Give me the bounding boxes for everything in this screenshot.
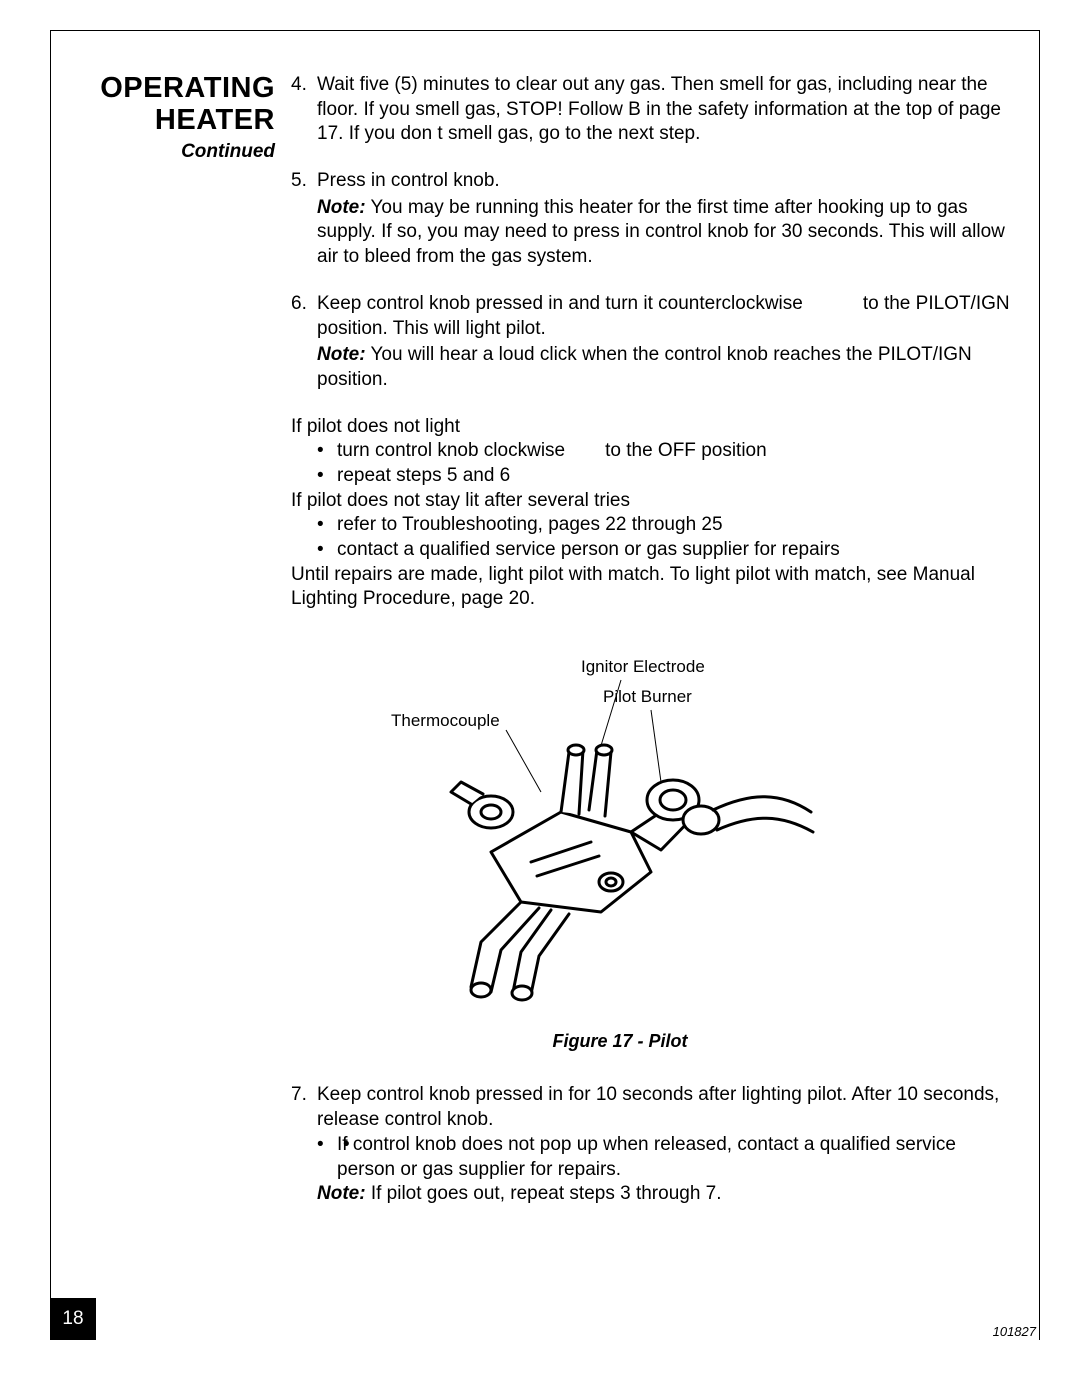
pilot-bullet-4: contact a qualified service person or ga… bbox=[291, 538, 1019, 563]
step-6-note: Note: You will hear a loud click when th… bbox=[317, 343, 1019, 392]
step-5-number: 5. bbox=[291, 169, 307, 194]
step-6-note-text: You will hear a loud click when the cont… bbox=[317, 344, 972, 390]
step-6-text-a: Keep control knob pressed in and turn it… bbox=[317, 293, 803, 314]
step-4-text: Wait five (5) minutes to clear out any g… bbox=[317, 74, 1001, 144]
note-label: Note: bbox=[317, 344, 366, 365]
step-7: 7. Keep control knob pressed in for 10 s… bbox=[291, 1083, 1019, 1206]
page-number: 18 bbox=[50, 1298, 96, 1340]
content-area: OPERATING HEATER Continued 4. Wait five … bbox=[51, 31, 1039, 1229]
note-label: Note: bbox=[317, 1183, 366, 1204]
step-5-note: Note: You may be running this heater for… bbox=[317, 196, 1019, 270]
note-label: Note: bbox=[317, 197, 366, 218]
pilot-line-2: If pilot does not stay lit after several… bbox=[291, 489, 1019, 514]
pilot-line-1: If pilot does not light bbox=[291, 415, 1019, 440]
page-frame: OPERATING HEATER Continued 4. Wait five … bbox=[50, 30, 1040, 1340]
left-column: OPERATING HEATER Continued bbox=[95, 73, 275, 1229]
continued-label: Continued bbox=[95, 141, 275, 163]
pilot-troubleshoot-block: If pilot does not light turn control kno… bbox=[291, 415, 1019, 613]
step-7-b1: If control knob does not pop up when rel… bbox=[337, 1134, 956, 1180]
document-id: 101827 bbox=[993, 1324, 1036, 1339]
step-6-number: 6. bbox=[291, 292, 307, 317]
pilot-bullet-1: turn control knob clockwise to the OFF po… bbox=[291, 439, 1019, 464]
step-7-note-text: If pilot goes out, repeat steps 3 throug… bbox=[366, 1183, 722, 1204]
figure-17: Thermocouple Ignitor Electrode Pilot Bur… bbox=[291, 632, 1019, 1022]
step-7-bullet: • If control knob does not pop up when r… bbox=[317, 1133, 1019, 1182]
step-5: 5. Press in control knob. Note: You may … bbox=[291, 169, 1019, 270]
pilot-bullet-2: repeat steps 5 and 6 bbox=[291, 464, 1019, 489]
step-5-text: Press in control knob. bbox=[317, 170, 500, 191]
section-title: OPERATING HEATER bbox=[95, 73, 275, 137]
step-7-note: Note: If pilot goes out, repeat steps 3 … bbox=[317, 1182, 1019, 1207]
title-line-2: HEATER bbox=[155, 104, 275, 136]
pilot-b1b: to the OFF position bbox=[605, 440, 767, 461]
pilot-b1a: turn control knob clockwise bbox=[337, 440, 565, 461]
step-6: 6. Keep control knob pressed in and turn… bbox=[291, 292, 1019, 393]
step-5-note-text: You may be running this heater for the f… bbox=[317, 197, 1005, 267]
pilot-bullet-3: refer to Troubleshooting, pages 22 throu… bbox=[291, 513, 1019, 538]
title-line-1: OPERATING bbox=[100, 72, 275, 104]
figure-caption: Figure 17 - Pilot bbox=[291, 1030, 1019, 1053]
step-7-text: Keep control knob pressed in for 10 seco… bbox=[317, 1084, 999, 1130]
pilot-diagram-svg bbox=[321, 632, 921, 1022]
step-4-number: 4. bbox=[291, 73, 307, 98]
pilot-line-3: Until repairs are made, light pilot with… bbox=[291, 563, 1019, 612]
step-7-number: 7. bbox=[291, 1083, 307, 1108]
step-4: 4. Wait five (5) minutes to clear out an… bbox=[291, 73, 1019, 147]
right-column: 4. Wait five (5) minutes to clear out an… bbox=[291, 73, 1019, 1229]
